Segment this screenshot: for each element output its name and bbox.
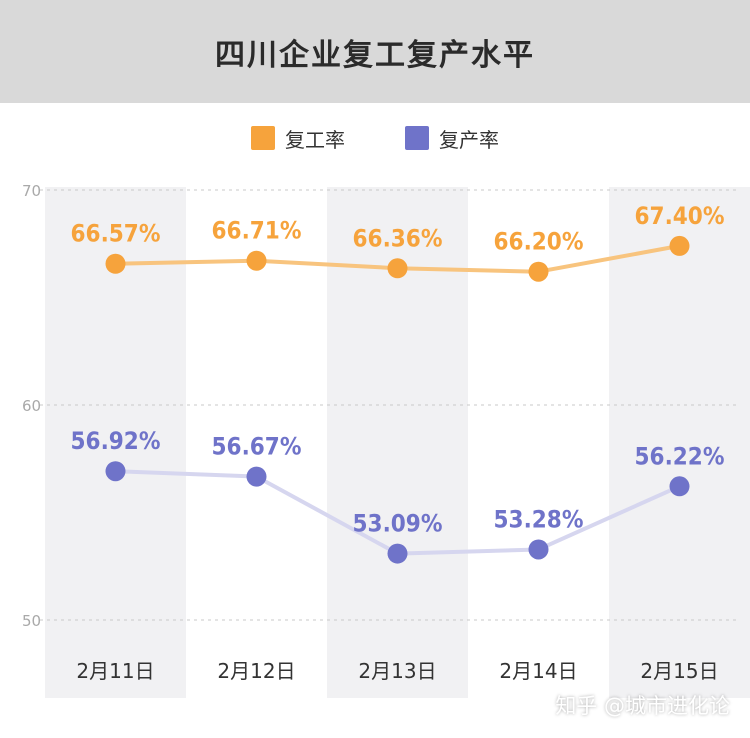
data-label: 66.57% bbox=[71, 220, 161, 248]
data-point bbox=[105, 461, 126, 482]
data-point bbox=[387, 258, 408, 279]
band-4 bbox=[609, 187, 750, 698]
legend-item-fugong: 复工率 bbox=[251, 124, 345, 153]
data-label: 67.40% bbox=[635, 202, 725, 230]
data-point bbox=[669, 476, 690, 497]
legend-label-fuchan: 复产率 bbox=[439, 127, 499, 152]
band-1 bbox=[186, 187, 327, 698]
data-point bbox=[528, 261, 549, 282]
chart-legend: 复工率 复产率 bbox=[0, 120, 750, 156]
legend-item-fuchan: 复产率 bbox=[405, 124, 499, 153]
legend-swatch-fugong bbox=[251, 126, 275, 150]
x-tick-label: 2月11日 bbox=[76, 659, 154, 683]
data-point bbox=[246, 466, 267, 487]
legend-swatch-fuchan bbox=[405, 126, 429, 150]
data-point bbox=[105, 253, 126, 274]
data-label: 56.67% bbox=[212, 433, 302, 461]
chart-title: 四川企业复工复产水平 bbox=[215, 37, 535, 73]
x-tick-label: 2月14日 bbox=[499, 659, 577, 683]
x-tick-label: 2月15日 bbox=[640, 659, 718, 683]
x-tick-label: 2月13日 bbox=[358, 659, 436, 683]
watermark-text: 知乎 @城市进化论 bbox=[555, 694, 730, 718]
data-point bbox=[387, 543, 408, 564]
data-point bbox=[669, 235, 690, 256]
data-label: 53.28% bbox=[494, 505, 584, 533]
data-label: 66.36% bbox=[353, 224, 443, 252]
y-tick-label: 50 bbox=[22, 612, 41, 630]
x-tick-label: 2月12日 bbox=[217, 659, 295, 683]
legend-label-fugong: 复工率 bbox=[285, 127, 345, 152]
data-label: 66.71% bbox=[212, 217, 302, 245]
y-tick-label: 60 bbox=[22, 397, 41, 415]
y-tick-label: 70 bbox=[22, 182, 41, 200]
data-label: 56.22% bbox=[635, 442, 725, 470]
data-label: 56.92% bbox=[71, 427, 161, 455]
data-point bbox=[528, 539, 549, 560]
chart-header: 四川企业复工复产水平 bbox=[0, 0, 750, 103]
data-label: 53.09% bbox=[353, 510, 443, 538]
data-point bbox=[246, 250, 267, 271]
data-label: 66.20% bbox=[494, 228, 584, 256]
